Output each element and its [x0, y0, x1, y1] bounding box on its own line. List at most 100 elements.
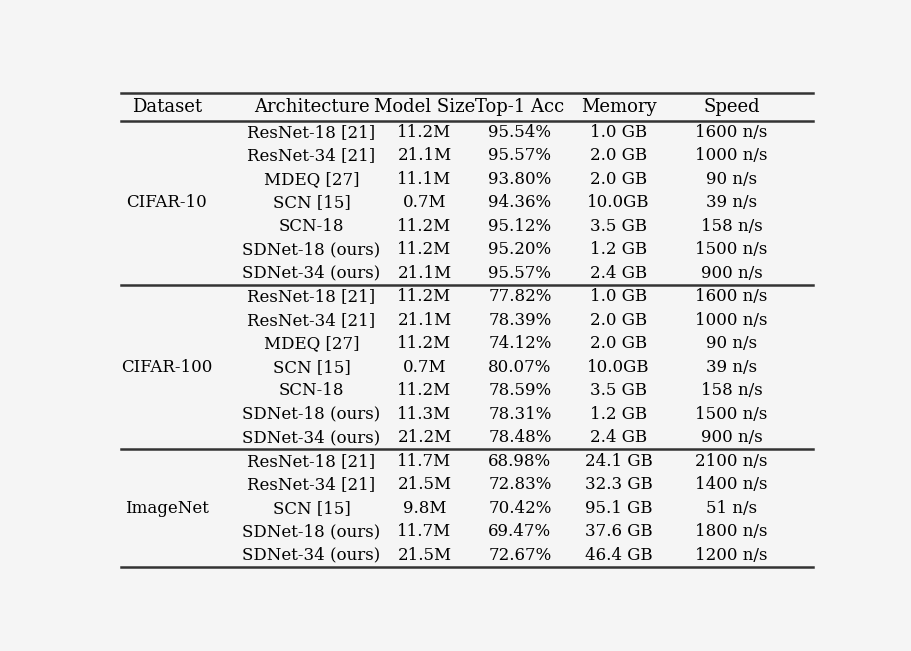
Text: 69.47%: 69.47% — [488, 523, 551, 540]
Text: SCN [15]: SCN [15] — [272, 359, 351, 376]
Text: Architecture: Architecture — [254, 98, 369, 116]
Text: 95.57%: 95.57% — [488, 147, 551, 165]
Text: ResNet-18 [21]: ResNet-18 [21] — [248, 124, 375, 141]
Text: 2.4 GB: 2.4 GB — [590, 429, 647, 446]
Text: 0.7M: 0.7M — [403, 195, 446, 212]
Text: 158 n/s: 158 n/s — [701, 382, 763, 399]
Text: CIFAR-100: CIFAR-100 — [121, 359, 212, 376]
Text: ImageNet: ImageNet — [125, 500, 209, 517]
Text: 70.42%: 70.42% — [488, 500, 551, 517]
Text: 1800 n/s: 1800 n/s — [695, 523, 768, 540]
Text: Model Size: Model Size — [374, 98, 476, 116]
Text: 21.5M: 21.5M — [397, 476, 452, 493]
Text: 95.57%: 95.57% — [488, 265, 551, 282]
Text: SCN [15]: SCN [15] — [272, 500, 351, 517]
Text: 37.6 GB: 37.6 GB — [585, 523, 652, 540]
Text: 21.1M: 21.1M — [397, 147, 452, 165]
Text: 21.1M: 21.1M — [397, 265, 452, 282]
Text: 158 n/s: 158 n/s — [701, 218, 763, 235]
Text: 1000 n/s: 1000 n/s — [695, 147, 768, 165]
Text: 900 n/s: 900 n/s — [701, 429, 763, 446]
Text: 1000 n/s: 1000 n/s — [695, 312, 768, 329]
Text: SDNet-18 (ours): SDNet-18 (ours) — [242, 406, 381, 422]
Text: 11.7M: 11.7M — [397, 452, 452, 469]
Text: 900 n/s: 900 n/s — [701, 265, 763, 282]
Text: 3.5 GB: 3.5 GB — [590, 382, 647, 399]
Text: 1500 n/s: 1500 n/s — [695, 242, 768, 258]
Text: 1.2 GB: 1.2 GB — [590, 242, 647, 258]
Text: 46.4 GB: 46.4 GB — [585, 547, 652, 564]
Text: 10.0GB: 10.0GB — [588, 195, 650, 212]
Text: 11.2M: 11.2M — [397, 242, 452, 258]
Text: 74.12%: 74.12% — [488, 335, 551, 352]
Text: 95.12%: 95.12% — [488, 218, 551, 235]
Text: Speed: Speed — [703, 98, 760, 116]
Text: CIFAR-10: CIFAR-10 — [127, 195, 207, 212]
Text: 68.98%: 68.98% — [488, 452, 551, 469]
Text: 78.39%: 78.39% — [488, 312, 551, 329]
Text: 77.82%: 77.82% — [488, 288, 551, 305]
Text: SDNet-34 (ours): SDNet-34 (ours) — [242, 265, 381, 282]
Text: 11.2M: 11.2M — [397, 288, 452, 305]
Text: MDEQ [27]: MDEQ [27] — [264, 335, 359, 352]
Text: 72.67%: 72.67% — [488, 547, 551, 564]
Text: 1.2 GB: 1.2 GB — [590, 406, 647, 422]
Text: SDNet-18 (ours): SDNet-18 (ours) — [242, 523, 381, 540]
Text: 11.2M: 11.2M — [397, 124, 452, 141]
Text: 21.2M: 21.2M — [397, 429, 452, 446]
Text: 2100 n/s: 2100 n/s — [695, 452, 768, 469]
Text: 21.1M: 21.1M — [397, 312, 452, 329]
Text: 94.36%: 94.36% — [488, 195, 551, 212]
Text: Top-1 Acc: Top-1 Acc — [476, 98, 565, 116]
Text: 1200 n/s: 1200 n/s — [695, 547, 768, 564]
Text: 1600 n/s: 1600 n/s — [695, 288, 768, 305]
Text: ResNet-18 [21]: ResNet-18 [21] — [248, 452, 375, 469]
Text: 90 n/s: 90 n/s — [706, 171, 757, 188]
Text: SDNet-18 (ours): SDNet-18 (ours) — [242, 242, 381, 258]
Text: 11.2M: 11.2M — [397, 335, 452, 352]
Text: 24.1 GB: 24.1 GB — [585, 452, 652, 469]
Text: 80.07%: 80.07% — [488, 359, 551, 376]
Text: 0.7M: 0.7M — [403, 359, 446, 376]
Text: SCN-18: SCN-18 — [279, 382, 344, 399]
Text: ResNet-34 [21]: ResNet-34 [21] — [248, 147, 375, 165]
Text: 95.20%: 95.20% — [488, 242, 551, 258]
Text: 21.5M: 21.5M — [397, 547, 452, 564]
Text: 72.83%: 72.83% — [488, 476, 551, 493]
Text: 1400 n/s: 1400 n/s — [695, 476, 768, 493]
Text: 78.59%: 78.59% — [488, 382, 551, 399]
Text: ResNet-34 [21]: ResNet-34 [21] — [248, 312, 375, 329]
Text: 11.1M: 11.1M — [397, 171, 452, 188]
Text: 9.8M: 9.8M — [403, 500, 446, 517]
Text: 95.1 GB: 95.1 GB — [585, 500, 652, 517]
Text: SDNet-34 (ours): SDNet-34 (ours) — [242, 429, 381, 446]
Text: 10.0GB: 10.0GB — [588, 359, 650, 376]
Text: ResNet-18 [21]: ResNet-18 [21] — [248, 288, 375, 305]
Text: MDEQ [27]: MDEQ [27] — [264, 171, 359, 188]
Text: 11.2M: 11.2M — [397, 218, 452, 235]
Text: 2.0 GB: 2.0 GB — [590, 312, 647, 329]
Text: 39 n/s: 39 n/s — [706, 195, 757, 212]
Text: 51 n/s: 51 n/s — [706, 500, 757, 517]
Text: ResNet-34 [21]: ResNet-34 [21] — [248, 476, 375, 493]
Text: 78.48%: 78.48% — [488, 429, 551, 446]
Text: SDNet-34 (ours): SDNet-34 (ours) — [242, 547, 381, 564]
Text: 93.80%: 93.80% — [488, 171, 551, 188]
Text: 2.0 GB: 2.0 GB — [590, 335, 647, 352]
Text: 90 n/s: 90 n/s — [706, 335, 757, 352]
Text: Dataset: Dataset — [132, 98, 202, 116]
Text: 3.5 GB: 3.5 GB — [590, 218, 647, 235]
Text: 11.2M: 11.2M — [397, 382, 452, 399]
Text: Memory: Memory — [581, 98, 657, 116]
Text: 2.0 GB: 2.0 GB — [590, 147, 647, 165]
Text: 2.4 GB: 2.4 GB — [590, 265, 647, 282]
Text: 1600 n/s: 1600 n/s — [695, 124, 768, 141]
Text: 2.0 GB: 2.0 GB — [590, 171, 647, 188]
Text: 11.3M: 11.3M — [397, 406, 452, 422]
Text: 78.31%: 78.31% — [488, 406, 551, 422]
Text: 1.0 GB: 1.0 GB — [590, 288, 647, 305]
Text: 1500 n/s: 1500 n/s — [695, 406, 768, 422]
Text: SCN-18: SCN-18 — [279, 218, 344, 235]
Text: 39 n/s: 39 n/s — [706, 359, 757, 376]
Text: SCN [15]: SCN [15] — [272, 195, 351, 212]
